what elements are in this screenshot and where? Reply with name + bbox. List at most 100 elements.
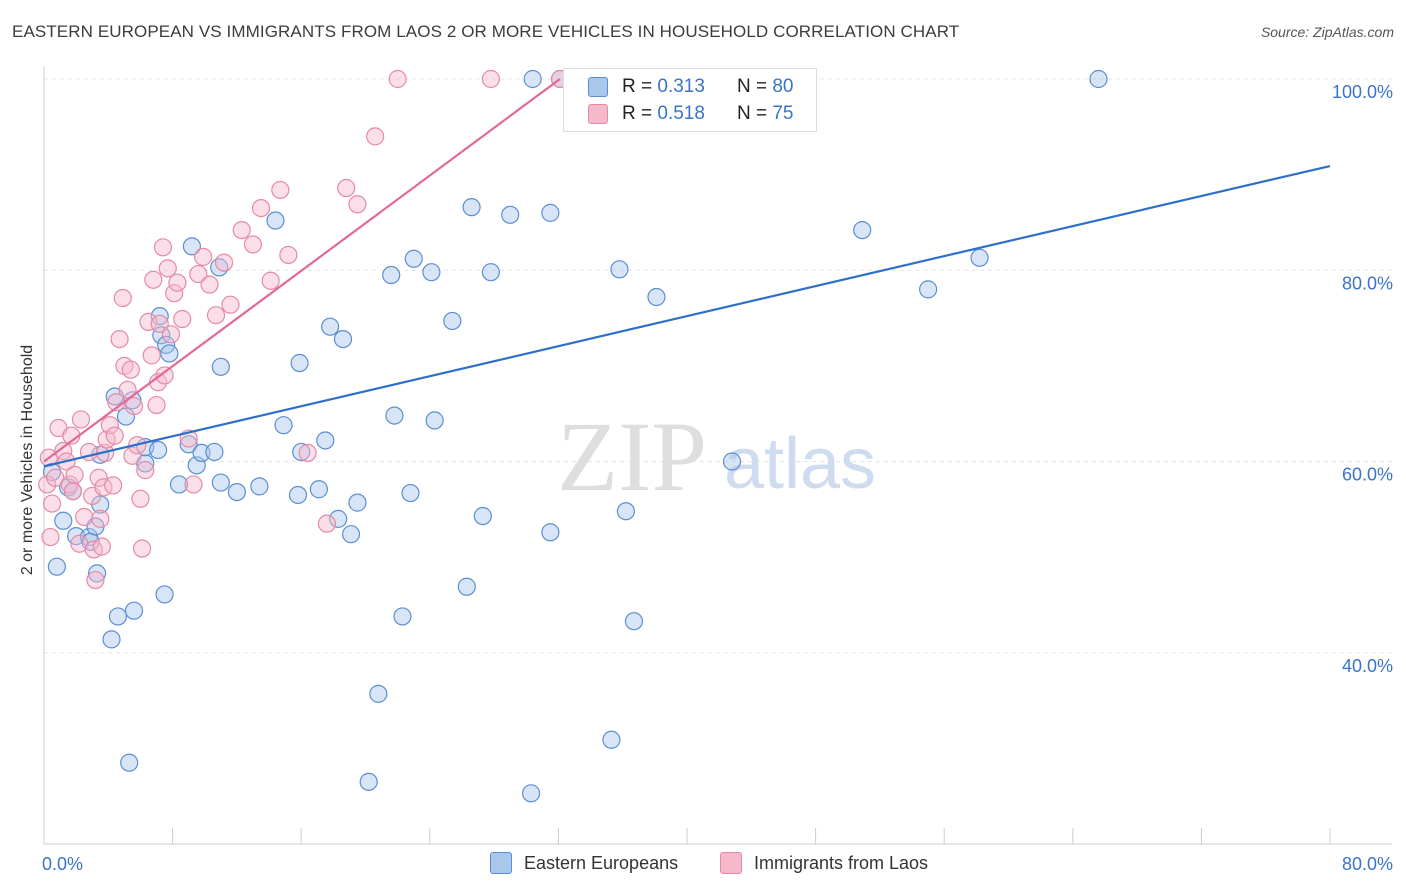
eastern-europeans-point [169,475,189,494]
legend-swatch-pink [720,852,742,874]
legend-n-value: 75 [772,103,794,124]
legend-item-eastern-europeans: Eastern Europeans [490,852,678,874]
eastern-europeans-point [120,753,139,772]
x-tick-label-max: 80.0% [1342,854,1393,874]
eastern-europeans-point [205,442,224,462]
eastern-europeans-point [610,260,629,279]
eastern-europeans-point [124,601,144,620]
laos-point [92,537,111,556]
eastern-europeans-point [149,440,168,460]
eastern-europeans-point [422,263,441,282]
laos-point [251,198,271,218]
eastern-europeans-point [211,357,230,376]
laos-point [214,253,234,272]
eastern-europeans-point [404,249,423,268]
laos-point [132,539,152,558]
eastern-europeans-point [385,406,404,425]
eastern-europeans-point [333,330,353,349]
eastern-europeans-point [179,435,198,454]
legend-row-immigrants-from-laos: R = 0.518 N = 75 [588,101,793,127]
eastern-europeans-point [47,557,66,576]
laos-point [71,410,91,429]
tick-labels: 100.0% 80.0% 60.0% 40.0% 0.0% 80.0% [42,82,1393,874]
laos-point [123,446,142,465]
eastern-europeans-point [443,311,462,331]
laos-point [89,468,108,487]
gridlines [44,78,1392,654]
series-legend: Eastern Europeans Immigrants from Laos [0,852,1406,878]
axes [43,66,1392,845]
laos-point [388,69,407,89]
eastern-europeans-point [457,577,476,596]
laos-point [144,270,163,289]
legend-row-eastern-europeans: R = 0.313 N = 80 [588,74,793,100]
legend-r-label: R = [622,103,653,124]
legend-swatch-pink [588,104,608,124]
eastern-europeans-point [616,502,636,521]
laos-point [147,395,166,415]
laos-point [104,476,123,495]
legend-r-value: 0.313 [657,76,705,97]
eastern-europeans-point [108,607,128,626]
laos-point [298,443,317,462]
laos-point [65,465,84,484]
eastern-europeans-point [292,442,311,462]
laos-point [271,180,290,200]
y-tick-label: 60.0% [1342,465,1393,485]
legend-item-immigrants-from-laos: Immigrants from Laos [720,852,928,874]
legend-swatch-blue [588,77,608,97]
laos-point [194,247,213,266]
legend-item-label: Eastern Europeans [524,852,679,873]
laos-point [261,271,280,290]
laos-point [155,366,174,385]
laos-point [86,570,105,590]
eastern-europeans-point [87,564,107,583]
eastern-europeans-point [266,211,285,230]
laos-point [168,273,187,292]
laos-point [131,489,150,508]
laos-point [161,325,181,344]
legend-swatch-blue [490,852,512,874]
laos-point [279,245,298,265]
laos-point [105,426,124,445]
laos-point [42,494,62,513]
laos-point [150,314,169,333]
eastern-europeans-point [160,344,179,363]
eastern-europeans-point [369,684,388,703]
laos-point [481,69,500,89]
eastern-europeans-point [341,525,361,544]
eastern-europeans-trend-line [43,164,1331,468]
watermark-zip: ZIP [557,401,707,512]
legend-item-label: Immigrants from Laos [754,852,929,873]
laos-point [75,507,94,527]
y-tick-label: 100.0% [1332,82,1393,102]
eastern-europeans-point [309,480,328,499]
laos-point [184,475,203,494]
eastern-europeans-point [541,203,560,222]
eastern-europeans-point [970,248,989,267]
chart-title: EASTERN EUROPEAN VS IMMIGRANTS FROM LAOS… [12,22,960,41]
x-tick-label-min: 0.0% [42,854,83,874]
eastern-europeans-point [274,416,293,435]
laos-point [121,360,140,379]
eastern-europeans-point [647,287,666,307]
laos-point [206,306,226,325]
laos-point [165,284,184,303]
eastern-europeans-point [348,493,367,512]
eastern-europeans-point [523,69,542,89]
laos-point [142,346,161,365]
eastern-europeans-point [393,607,412,626]
laos-point [91,509,110,528]
watermark-atlas: atlas [724,424,876,504]
laos-point [337,178,356,198]
eastern-europeans-point [722,452,742,471]
eastern-europeans-point [473,506,492,526]
laos-point [366,127,385,146]
laos-point [153,238,173,257]
eastern-europeans-point [288,485,308,505]
laos-point [41,527,60,547]
chart-source: Source: ZipAtlas.com [1260,24,1394,40]
laos-point [221,295,240,314]
eastern-europeans-point [227,483,246,502]
